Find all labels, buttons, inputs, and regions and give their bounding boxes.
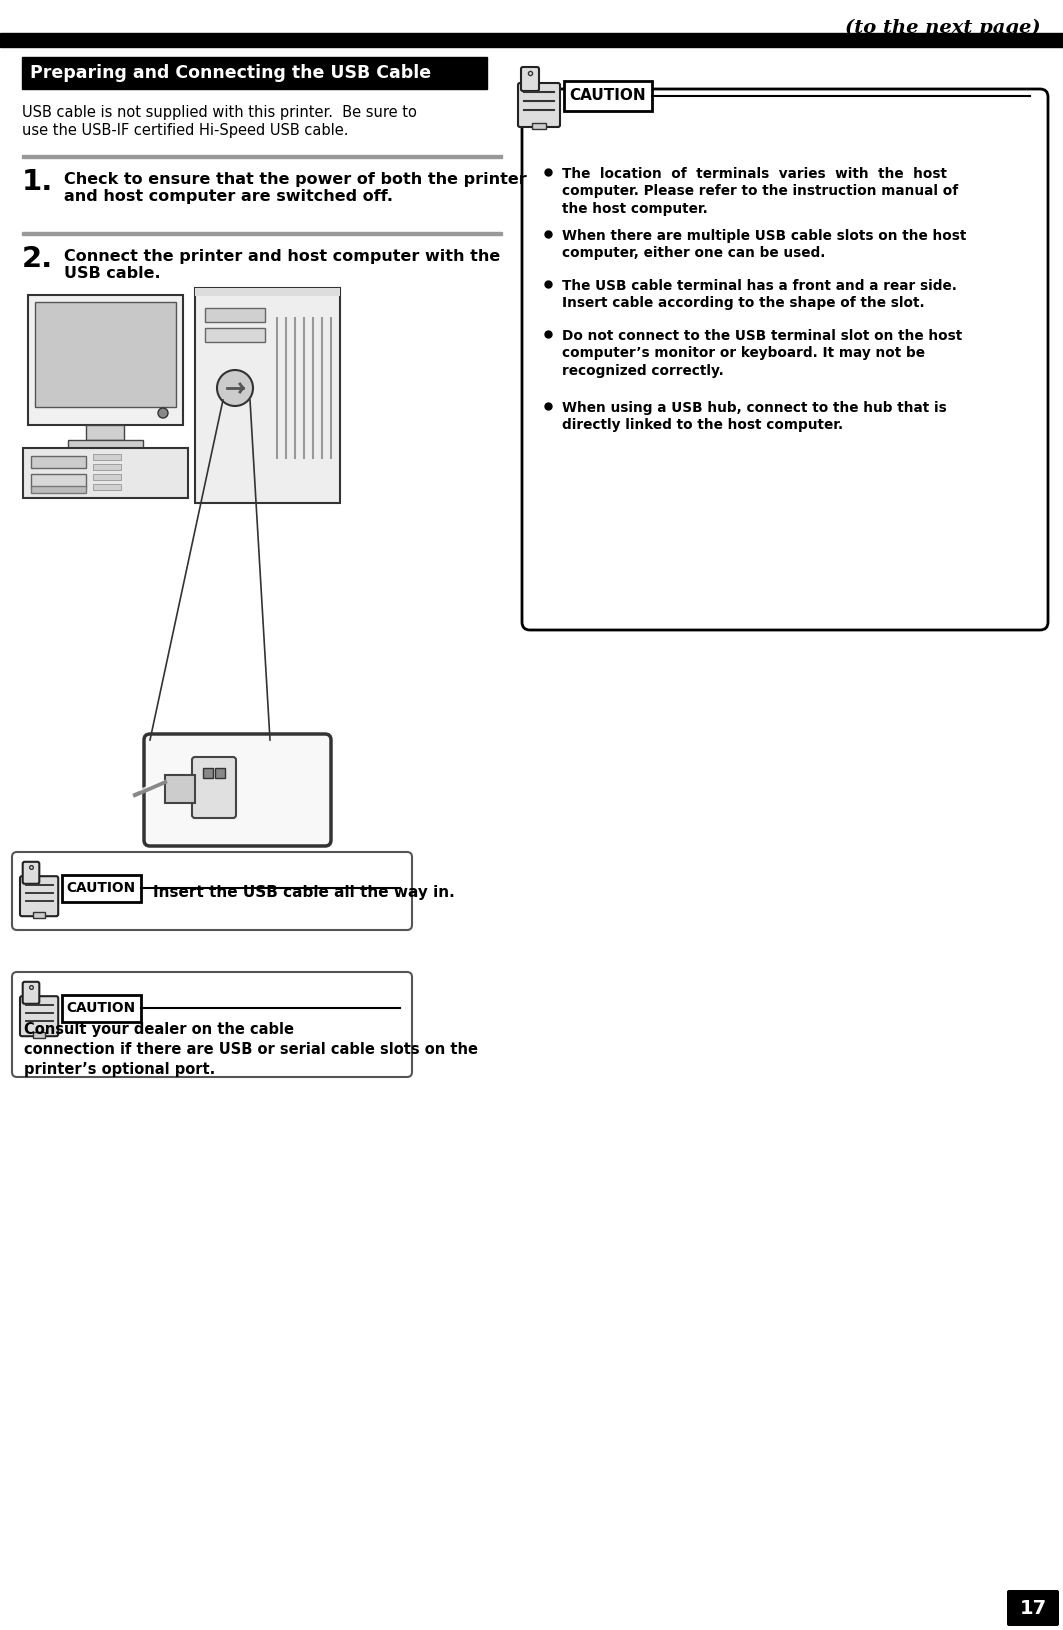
Bar	[203, 768, 213, 778]
Bar	[215, 768, 225, 778]
FancyBboxPatch shape	[12, 852, 412, 931]
Bar	[165, 774, 195, 804]
Text: (to the next page): (to the next page)	[845, 20, 1041, 37]
Text: 1.: 1.	[22, 168, 53, 196]
FancyBboxPatch shape	[1007, 1589, 1059, 1627]
FancyBboxPatch shape	[521, 67, 539, 91]
Circle shape	[217, 370, 253, 406]
Text: CAUTION: CAUTION	[570, 88, 646, 103]
Bar	[35, 302, 176, 408]
Text: CAUTION: CAUTION	[67, 1001, 136, 1015]
Bar	[86, 425, 124, 440]
Bar	[205, 308, 265, 323]
FancyBboxPatch shape	[20, 877, 58, 916]
Text: When there are multiple USB cable slots on the host
computer, either one can be : When there are multiple USB cable slots …	[562, 228, 966, 261]
Bar	[92, 455, 121, 460]
FancyBboxPatch shape	[12, 971, 412, 1077]
Bar	[22, 57, 487, 90]
Bar	[31, 456, 86, 468]
Text: use the USB-IF certified Hi-Speed USB cable.: use the USB-IF certified Hi-Speed USB ca…	[22, 122, 349, 139]
FancyBboxPatch shape	[20, 996, 58, 1037]
Text: Insert the USB cable all the way in.: Insert the USB cable all the way in.	[153, 885, 455, 900]
Bar	[532, 122, 546, 129]
Text: The  location  of  terminals  varies  with  the  host
computer. Please refer to : The location of terminals varies with th…	[562, 166, 958, 215]
Text: Do not connect to the USB terminal slot on the host
computer’s monitor or keyboa: Do not connect to the USB terminal slot …	[562, 329, 962, 378]
FancyBboxPatch shape	[192, 756, 236, 818]
Text: Connect the printer and host computer with the
USB cable.: Connect the printer and host computer wi…	[64, 249, 501, 282]
Bar	[92, 474, 121, 479]
Bar	[33, 1032, 46, 1038]
Bar	[28, 295, 183, 425]
FancyBboxPatch shape	[144, 734, 331, 846]
Text: When using a USB hub, connect to the hub that is
directly linked to the host com: When using a USB hub, connect to the hub…	[562, 401, 947, 432]
Bar	[22, 231, 502, 235]
Text: 2.: 2.	[22, 244, 53, 272]
Bar	[23, 448, 188, 499]
Bar	[0, 33, 1063, 47]
Bar	[564, 82, 652, 111]
Text: 17: 17	[1019, 1599, 1047, 1617]
Bar	[62, 994, 140, 1022]
Text: The USB cable terminal has a front and a rear side.
Insert cable according to th: The USB cable terminal has a front and a…	[562, 279, 957, 310]
Bar	[68, 440, 144, 448]
FancyBboxPatch shape	[22, 981, 39, 1004]
FancyBboxPatch shape	[22, 862, 39, 883]
Bar	[92, 465, 121, 469]
Text: Check to ensure that the power of both the printer
and host computer are switche: Check to ensure that the power of both t…	[64, 173, 527, 204]
Bar	[205, 328, 265, 342]
Bar	[195, 289, 340, 297]
Bar	[195, 289, 340, 504]
Bar	[33, 913, 46, 918]
Text: Preparing and Connecting the USB Cable: Preparing and Connecting the USB Cable	[30, 64, 432, 82]
Bar	[62, 875, 140, 901]
Text: USB cable is not supplied with this printer.  Be sure to: USB cable is not supplied with this prin…	[22, 104, 417, 121]
FancyBboxPatch shape	[518, 83, 560, 127]
Text: Consult your dealer on the cable
connection if there are USB or serial cable slo: Consult your dealer on the cable connect…	[24, 1022, 478, 1077]
Bar	[31, 486, 86, 492]
Bar	[22, 155, 502, 158]
Bar	[92, 484, 121, 491]
Circle shape	[158, 408, 168, 417]
Text: CAUTION: CAUTION	[67, 882, 136, 895]
Bar	[31, 474, 86, 487]
FancyBboxPatch shape	[522, 90, 1048, 631]
